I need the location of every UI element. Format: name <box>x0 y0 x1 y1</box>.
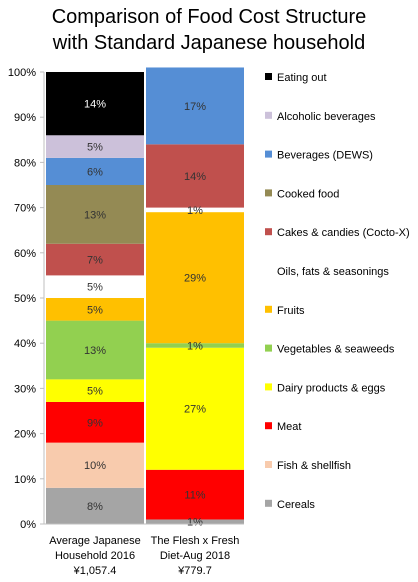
legend-swatch <box>265 73 272 80</box>
y-tick-label: 20% <box>14 429 36 441</box>
y-tick-label: 70% <box>14 203 36 215</box>
data-label: 5% <box>87 282 103 294</box>
bar-segment <box>146 212 244 344</box>
bar-segment <box>146 343 244 348</box>
data-label: 5% <box>87 142 103 154</box>
bar-segment <box>46 379 144 402</box>
x-category-label: ¥1,057.4 <box>73 565 117 577</box>
legend-swatch <box>265 305 272 313</box>
legend-label: Oils, fats & seasonings <box>277 266 389 278</box>
legend-label: Beverages (DEWS) <box>277 150 373 162</box>
y-tick-label: 30% <box>14 383 36 395</box>
bar-segment <box>46 185 144 244</box>
bar-data-labels: 8% 10% 9% 5% 13% 5% 5% 7% 13% 6% 5% 14% 1% 11% 27% 1% 29… <box>84 99 206 529</box>
data-label: 29% <box>184 273 206 285</box>
bars <box>46 67 244 524</box>
x-category-label: Diet-Aug 2018 <box>160 550 230 562</box>
legend-label: Meat <box>277 421 301 433</box>
data-label: 1% <box>187 340 203 352</box>
legend-label: Vegetables & seaweeds <box>277 344 395 356</box>
legend-swatch <box>265 461 272 468</box>
legend-swatch <box>265 111 272 119</box>
data-label: 27% <box>184 404 206 416</box>
data-label: 17% <box>184 101 206 113</box>
bar-segment <box>46 487 144 524</box>
chart-title-line: with Standard Japanese household <box>52 32 365 54</box>
bar-segment <box>146 469 244 520</box>
data-label: 11% <box>184 490 205 502</box>
data-label: 5% <box>87 386 103 398</box>
bar-segment <box>146 207 244 213</box>
legend-swatch <box>265 344 272 352</box>
data-label: 10% <box>84 460 106 472</box>
y-tick-label: 40% <box>14 338 36 350</box>
data-label: 5% <box>87 304 103 316</box>
chart-title: Comparison of Food Cost Structure with St… <box>52 6 367 54</box>
bar-segment <box>46 243 144 276</box>
x-category-label: ¥779.7 <box>177 565 212 577</box>
bar-segment <box>46 72 144 136</box>
y-tick-label: 10% <box>14 474 36 486</box>
legend: Eating out Alcoholic beverages Beverages (… <box>265 72 410 511</box>
legend-label: Cakes & candies (Cocto-X) <box>277 227 410 239</box>
x-axis: Average Japanese Household 2016 ¥1,057.4 Th… <box>44 523 244 577</box>
legend-swatch <box>265 499 272 507</box>
legend-label: Alcoholic beverages <box>277 111 376 123</box>
legend-label: Fish & shellfish <box>277 460 351 472</box>
bar-segment <box>146 144 244 208</box>
legend-label: Cereals <box>277 499 315 511</box>
data-label: 9% <box>87 417 103 429</box>
y-tick-label: 90% <box>14 112 36 124</box>
bar-segment <box>46 442 144 488</box>
x-category-label: The Flesh x Fresh <box>151 535 240 547</box>
data-label: 13% <box>84 209 106 221</box>
bar-segment <box>146 519 244 524</box>
chart-title-line: Comparison of Food Cost Structure <box>52 6 367 28</box>
legend-label: Cooked food <box>277 188 339 200</box>
bar-segment <box>46 135 144 158</box>
legend-label: Eating out <box>277 72 327 84</box>
y-tick-label: 0% <box>20 519 36 531</box>
data-label: 6% <box>87 166 103 178</box>
legend-label: Fruits <box>277 305 305 317</box>
x-category-label: Average Japanese <box>49 535 141 547</box>
data-label: 13% <box>84 345 106 357</box>
data-label: 14% <box>84 99 106 111</box>
x-category-label: Household 2016 <box>55 550 135 562</box>
bar-segment <box>146 347 244 470</box>
legend-swatch <box>265 422 272 430</box>
legend-swatch <box>265 383 272 391</box>
bar-segment <box>146 67 244 145</box>
bar-segment <box>46 320 144 380</box>
data-label: 1% <box>187 517 203 529</box>
data-label: 7% <box>87 255 103 267</box>
y-tick-label: 80% <box>14 157 36 169</box>
y-tick-label: 100% <box>8 67 36 79</box>
data-label: 14% <box>184 171 206 183</box>
legend-swatch <box>265 189 272 197</box>
bar-segment <box>46 157 144 185</box>
legend-label: Dairy products & eggs <box>277 382 386 394</box>
bar-segment <box>46 275 144 298</box>
bar-segment <box>46 401 144 443</box>
y-tick-label: 50% <box>14 293 36 305</box>
data-label: 8% <box>87 501 103 513</box>
legend-swatch <box>265 228 272 236</box>
legend-swatch <box>265 150 272 158</box>
data-label: 1% <box>187 205 203 217</box>
y-axis: 0% 10% 20% 30% 40% 50% 60% 70% 80% 90% 100% <box>8 67 45 531</box>
y-tick-label: 60% <box>14 248 36 260</box>
bar-segment <box>46 298 144 321</box>
